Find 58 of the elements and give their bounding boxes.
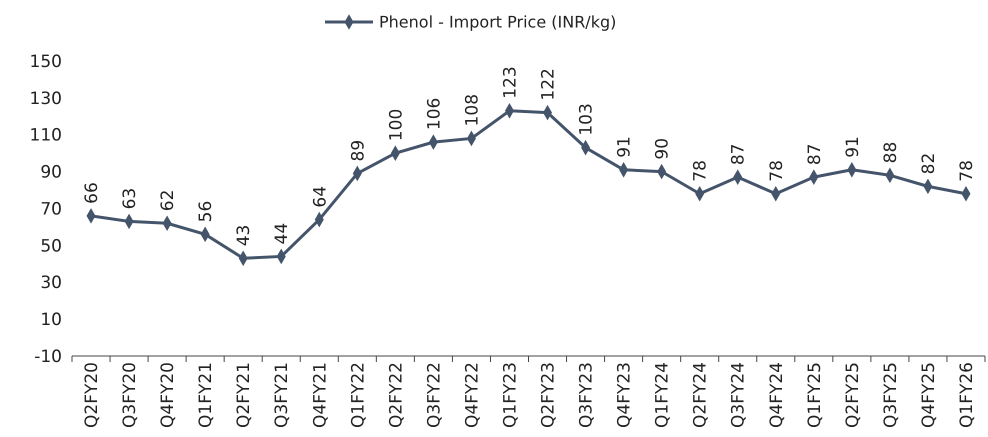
x-tick-label: Q1FY24 [652, 362, 673, 428]
x-tick-label: Q2FY22 [386, 362, 406, 428]
x-tick-label: Q3FY24 [728, 362, 749, 428]
y-tick-label: -10 [34, 346, 62, 367]
x-tick-label: Q1FY21 [196, 362, 216, 428]
data-label: 89 [348, 140, 368, 162]
x-tick-label: Q1FY25 [804, 362, 825, 428]
x-tick-label: Q2FY23 [538, 362, 559, 428]
y-tick-label: 130 [30, 88, 62, 109]
data-label: 78 [766, 160, 787, 182]
x-tick-label: Q3FY21 [272, 362, 292, 428]
data-label: 103 [576, 103, 597, 136]
data-label: 63 [120, 188, 140, 210]
x-tick-label: Q2FY24 [690, 362, 711, 428]
y-tick-label: 150 [30, 52, 62, 72]
x-tick-label: Q1FY22 [348, 362, 368, 428]
data-label: 43 [234, 224, 254, 246]
y-tick-label: 50 [40, 236, 62, 256]
x-tick-label: Q3FY25 [880, 362, 901, 428]
x-tick-label: Q2FY20 [82, 362, 102, 428]
data-label: 87 [728, 144, 749, 166]
data-label: 78 [690, 160, 711, 182]
data-label: 56 [196, 200, 216, 222]
data-label: 108 [462, 94, 482, 126]
y-tick-label: 110 [30, 126, 62, 146]
x-tick-label: Q3FY23 [576, 362, 597, 428]
y-tick-label: 10 [40, 310, 62, 330]
data-label: 64 [310, 186, 330, 208]
x-tick-label: Q4FY24 [766, 362, 787, 428]
y-tick-label: 90 [40, 162, 62, 183]
y-tick-label: 70 [40, 199, 62, 220]
data-label: 123 [500, 66, 520, 99]
legend-label: Phenol - Import Price (INR/kg) [379, 12, 616, 32]
x-tick-label: Q4FY21 [310, 362, 330, 428]
data-label: 90 [652, 138, 673, 160]
x-tick-label: Q4FY22 [462, 362, 482, 428]
data-label: 100 [386, 108, 406, 142]
data-label: 91 [614, 136, 635, 158]
x-tick-label: Q4FY25 [918, 362, 939, 428]
data-label: 82 [918, 152, 939, 174]
x-tick-label: Q4FY20 [158, 362, 178, 428]
data-label: 78 [956, 160, 977, 182]
x-tick-label: Q2FY21 [234, 362, 254, 428]
x-tick-label: Q3FY20 [120, 362, 140, 428]
y-tick-label: 30 [40, 273, 62, 294]
x-tick-label: Q1FY23 [500, 362, 520, 428]
data-label: 87 [804, 144, 825, 166]
x-tick-label: Q4FY23 [614, 362, 635, 428]
data-label: 106 [424, 98, 444, 130]
data-label: 66 [82, 182, 102, 204]
data-label: 88 [880, 142, 901, 164]
data-label: 62 [158, 190, 178, 212]
data-label: 91 [842, 136, 863, 158]
data-label: 44 [272, 222, 292, 244]
x-tick-label: Q2FY25 [842, 362, 863, 428]
data-label: 122 [538, 68, 559, 101]
x-tick-label: Q3FY22 [424, 362, 444, 428]
x-tick-label: Q1FY26 [956, 362, 977, 428]
